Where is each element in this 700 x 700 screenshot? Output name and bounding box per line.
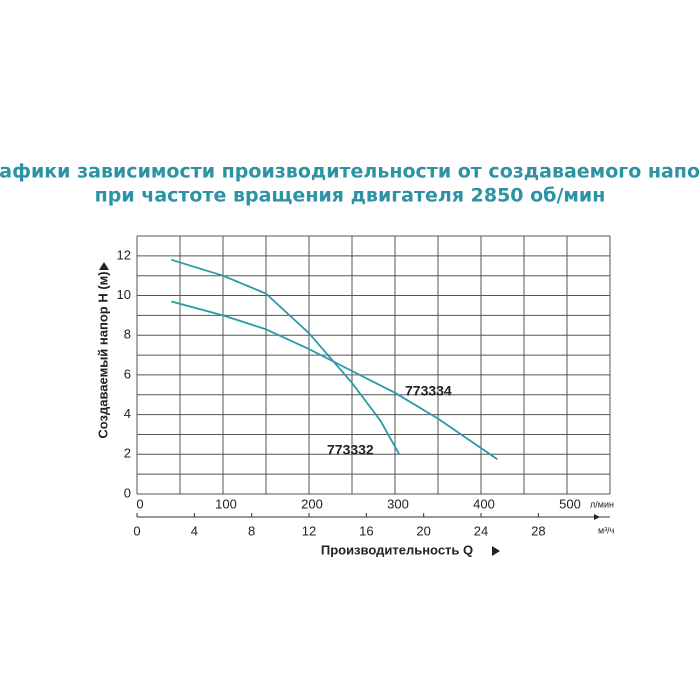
y-tick-label: 4 (124, 406, 131, 421)
arrow (99, 262, 109, 270)
x2-tick-label: 16 (359, 523, 373, 538)
y-tick-label: 12 (117, 247, 131, 262)
x-tick-label: 200 (301, 496, 323, 511)
x2-tick-label: 24 (474, 523, 488, 538)
x2-tick-label: 28 (531, 523, 545, 538)
y-tick-label: 8 (124, 327, 131, 342)
x2-unit: м³/ч (598, 525, 615, 535)
series-label: 773334 (405, 383, 452, 399)
line-series (171, 258, 401, 455)
x-axis-label: Производительность Q (321, 542, 473, 557)
x2-tick-label: 20 (416, 523, 430, 538)
y-tick-label: 2 (124, 446, 131, 461)
x-tick-label: 300 (387, 496, 409, 511)
x2-tick-label: 4 (191, 523, 198, 538)
x-tick-label: 0 (136, 496, 143, 511)
x-unit: л/мин (590, 499, 614, 509)
x2-tick-label: 0 (133, 523, 140, 538)
y-tick-label: 6 (124, 366, 131, 381)
y-tick-label: 0 (124, 485, 131, 500)
y-axis-label: Создаваемый напор H (м) (95, 271, 110, 438)
series-label: 773332 (327, 442, 374, 458)
chart-title: при частоте вращения двигателя 2850 об/м… (95, 185, 606, 207)
line-series (171, 300, 498, 461)
x2-tick-label: 8 (248, 523, 255, 538)
x-tick-label: 400 (473, 496, 495, 511)
arrow (492, 546, 500, 556)
x-tick-label: 100 (215, 496, 237, 511)
chart-title: Графики зависимости производительности о… (0, 161, 700, 183)
x2-tick-label: 12 (302, 523, 316, 538)
x-tick-label: 500 (559, 496, 581, 511)
arrow (594, 514, 600, 520)
y-tick-label: 10 (117, 287, 131, 302)
